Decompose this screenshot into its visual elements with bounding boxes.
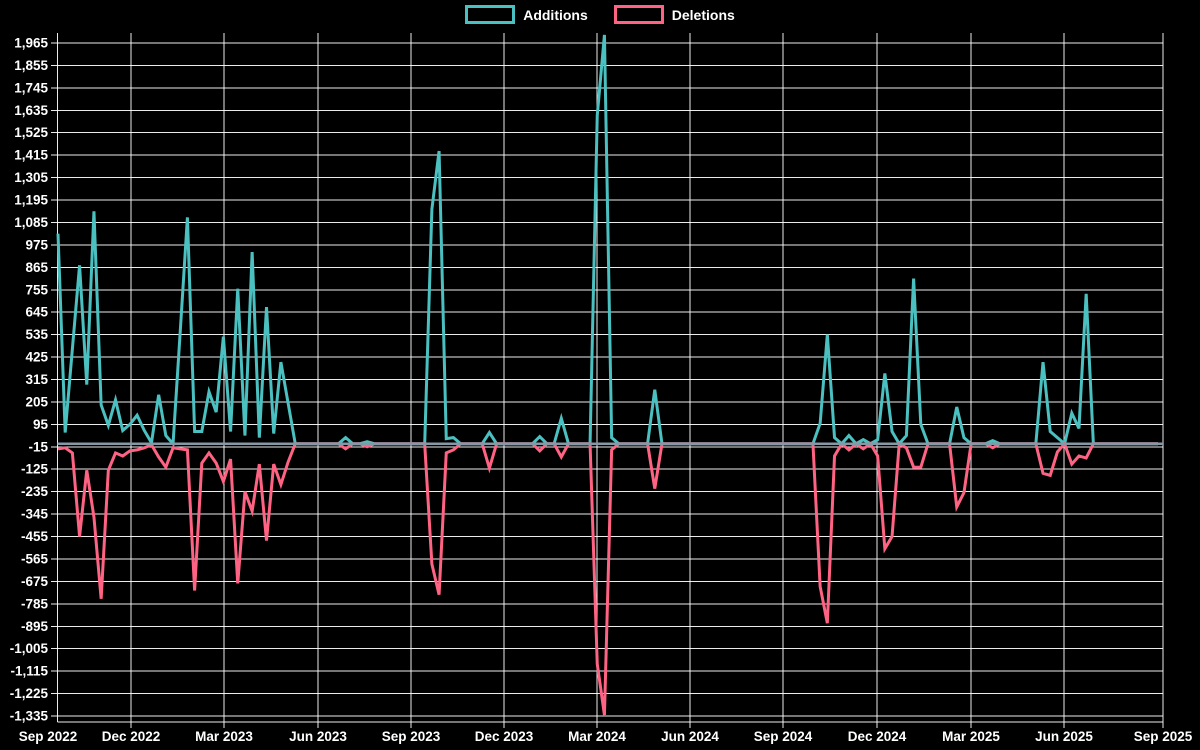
series-line-additions — [56, 34, 1159, 448]
additions-legend-label: Additions — [523, 6, 588, 23]
svg-text:Jun 2023: Jun 2023 — [289, 729, 347, 744]
svg-text:Mar 2024: Mar 2024 — [568, 729, 626, 744]
svg-text:Sep 2023: Sep 2023 — [382, 729, 441, 744]
svg-text:-895: -895 — [21, 619, 49, 634]
svg-text:-345: -345 — [21, 507, 49, 522]
legend-item-deletions[interactable]: Deletions — [613, 5, 735, 24]
axis-border — [57, 33, 1163, 723]
svg-text:1,965: 1,965 — [14, 36, 48, 51]
svg-text:-565: -565 — [21, 551, 49, 566]
svg-text:1,305: 1,305 — [14, 170, 48, 185]
axis-ticks — [51, 42, 1164, 728]
svg-text:Sep 2024: Sep 2024 — [754, 729, 813, 744]
svg-text:-1,225: -1,225 — [10, 686, 49, 701]
svg-text:1,415: 1,415 — [14, 148, 48, 163]
svg-text:205: 205 — [25, 394, 48, 409]
svg-text:975: 975 — [25, 237, 48, 252]
chart-legend: Additions Deletions — [0, 5, 1200, 24]
svg-text:315: 315 — [25, 372, 48, 387]
svg-text:-1,335: -1,335 — [10, 709, 49, 724]
svg-text:95: 95 — [33, 417, 49, 432]
svg-text:Sep 2025: Sep 2025 — [1134, 729, 1193, 744]
svg-text:Sep 2022: Sep 2022 — [19, 729, 78, 744]
svg-text:Mar 2025: Mar 2025 — [942, 729, 1000, 744]
svg-text:Jun 2024: Jun 2024 — [661, 729, 719, 744]
svg-text:645: 645 — [25, 305, 48, 320]
svg-text:535: 535 — [25, 327, 48, 342]
svg-text:755: 755 — [25, 282, 48, 297]
svg-text:1,745: 1,745 — [14, 80, 48, 95]
svg-text:1,525: 1,525 — [14, 125, 48, 140]
series-line-deletions — [57, 440, 1159, 716]
svg-text:Mar 2023: Mar 2023 — [195, 729, 253, 744]
svg-text:Dec 2024: Dec 2024 — [848, 729, 907, 744]
svg-text:425: 425 — [25, 350, 48, 365]
svg-text:Dec 2022: Dec 2022 — [102, 729, 161, 744]
svg-text:Jun 2025: Jun 2025 — [1035, 729, 1093, 744]
additions-swatch — [465, 5, 516, 24]
svg-text:Dec 2023: Dec 2023 — [475, 729, 534, 744]
svg-text:-235: -235 — [21, 484, 49, 499]
svg-text:-1,115: -1,115 — [10, 664, 48, 679]
svg-text:1,635: 1,635 — [14, 103, 48, 118]
x-axis-labels: Sep 2022 Dec 2022 Mar 2023 Jun 2023 Sep 2023… — [19, 729, 1193, 744]
svg-text:-455: -455 — [21, 529, 49, 544]
deletions-swatch — [613, 5, 664, 24]
svg-text:1,855: 1,855 — [14, 58, 48, 73]
svg-text:-15: -15 — [28, 439, 48, 454]
svg-text:-1,005: -1,005 — [10, 641, 49, 656]
svg-text:1,085: 1,085 — [14, 215, 48, 230]
legend-item-additions[interactable]: Additions — [465, 5, 588, 24]
svg-text:-785: -785 — [21, 596, 49, 611]
y-axis-labels: 1,965 1,855 1,745 1,635 1,525 1,415 1,305 1,195… — [10, 36, 49, 724]
svg-text:1,195: 1,195 — [14, 193, 48, 208]
svg-text:865: 865 — [25, 260, 48, 275]
svg-text:-125: -125 — [21, 462, 49, 477]
deletions-legend-label: Deletions — [671, 6, 735, 23]
svg-text:-675: -675 — [21, 574, 49, 589]
